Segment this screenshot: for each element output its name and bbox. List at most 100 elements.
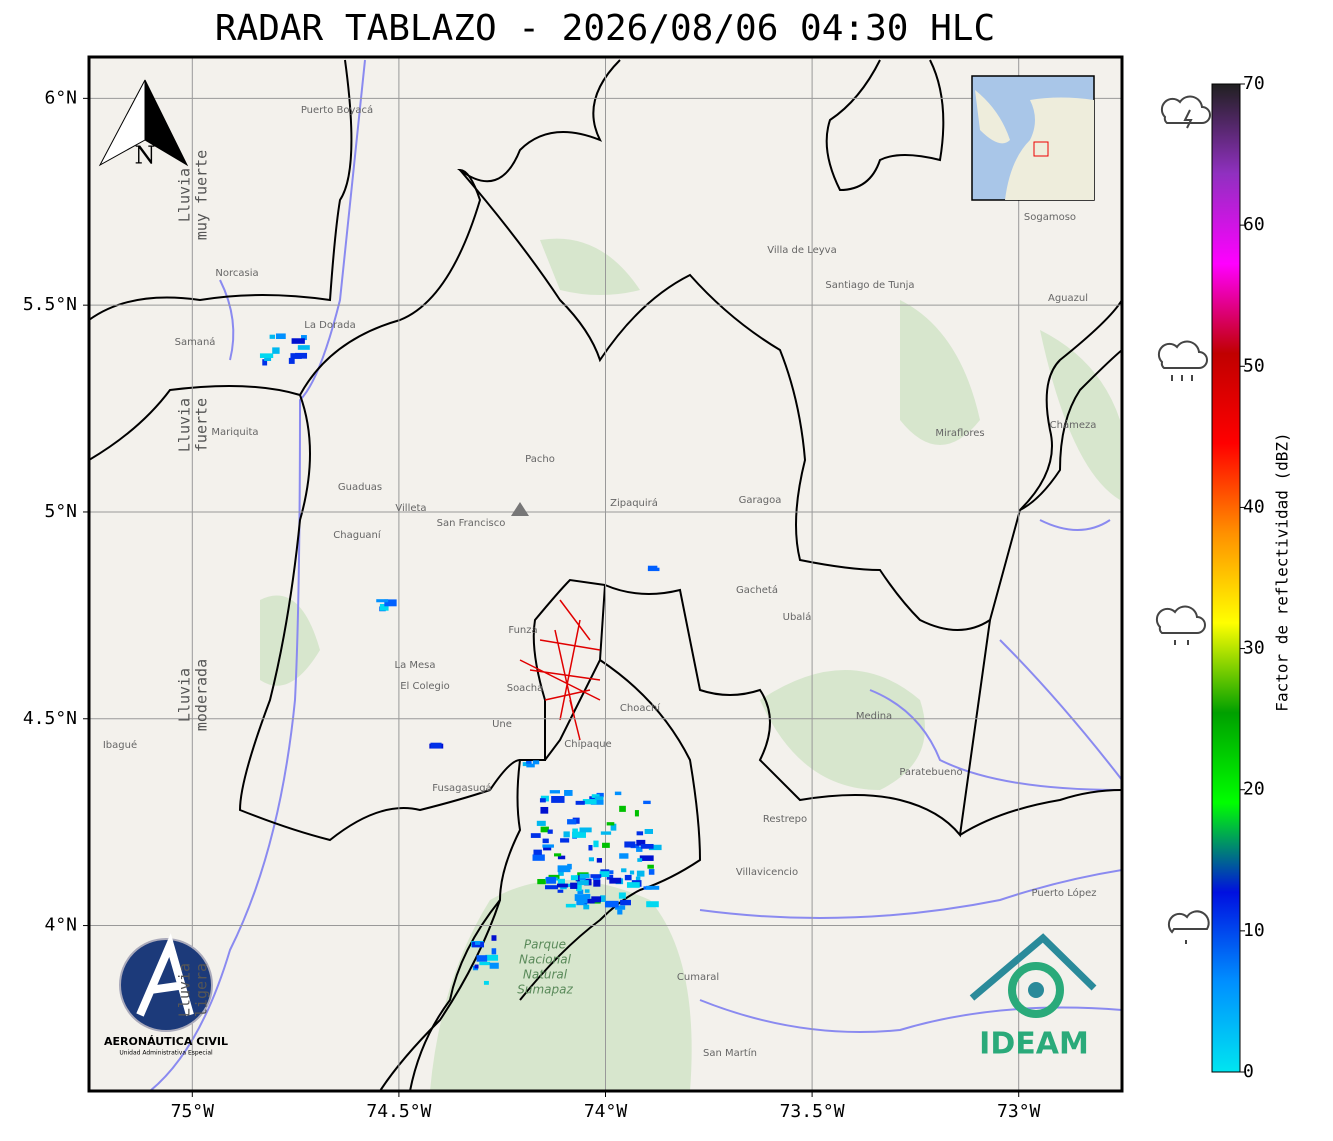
echo-cell (599, 871, 610, 877)
echo-cell (591, 794, 600, 798)
echo-cell (572, 831, 586, 838)
echo-cell (379, 603, 389, 611)
place-label: Funza (508, 625, 537, 636)
ideam-logo: IDEAM (969, 933, 1097, 1062)
echo-cell (563, 831, 570, 838)
place-label: Une (492, 719, 512, 730)
place-label: Zipaquirá (610, 497, 658, 509)
echo-cell (557, 878, 565, 886)
echo-cell (583, 904, 590, 910)
place-label: Samaná (175, 336, 216, 348)
echo-cell (648, 869, 655, 875)
echo-cell (539, 798, 546, 803)
compass-label: N (135, 142, 156, 170)
echo-cell (619, 805, 626, 812)
map-title: RADAR TABLAZO - 2026/08/06 04:30 HLC (215, 8, 995, 49)
echo-cell (643, 800, 651, 805)
echo-cell (576, 880, 589, 886)
logo-text: IDEAM (979, 1027, 1089, 1062)
echo-cell (570, 875, 579, 881)
place-label: Ibagué (103, 739, 137, 751)
colorbar-label: Factor de reflectividad (dBZ) (1273, 432, 1292, 711)
inset-map (971, 75, 1095, 201)
x-tick-label: 74.5°W (366, 1101, 431, 1122)
echo-cell (551, 796, 565, 803)
echo-cell (530, 833, 541, 838)
echo-cell (606, 822, 615, 826)
colorbar-tick-label: 20 (1243, 779, 1265, 800)
place-label: La Mesa (395, 660, 436, 671)
echo-cell (557, 889, 564, 893)
echo-cell (491, 948, 497, 955)
echo-cell (629, 870, 635, 875)
place-label: Cumaral (677, 972, 719, 983)
place-label: San Martín (703, 1047, 757, 1059)
rain-level-label: Lluvia (176, 398, 194, 452)
colorbar-tick-label: 40 (1243, 496, 1265, 517)
place-label: Puerto Boyacá (301, 104, 373, 116)
echo-cell (602, 842, 610, 848)
echo-cell (269, 334, 275, 339)
echo-cell (624, 874, 632, 881)
place-label: San Francisco (437, 518, 506, 529)
echo-cell (596, 792, 604, 798)
echo-cell (557, 865, 571, 873)
radar-echoes (259, 333, 662, 985)
echo-cell (577, 889, 584, 895)
echo-cell (635, 876, 641, 882)
place-label: Ubalá (783, 611, 812, 623)
rain-level-label: Lluvia (176, 668, 194, 722)
colorbar-tick-label: 50 (1243, 355, 1265, 376)
echo-cell (275, 333, 286, 340)
place-label: Miraflores (935, 428, 984, 439)
echo-cell (574, 894, 588, 901)
echo-cell (560, 838, 570, 843)
echo-cell (546, 876, 556, 884)
place-label: Santiago de Tunja (825, 280, 914, 291)
echo-cell (644, 828, 654, 834)
place-label: Paratebueno (899, 767, 962, 778)
echo-cell (600, 895, 606, 902)
rivers (149, 59, 1122, 1091)
echo-cell (264, 355, 272, 362)
rain-level-label: Lluvia (176, 963, 194, 1017)
echo-cell (533, 849, 542, 855)
echo-cell (288, 357, 295, 364)
echo-cell (637, 858, 643, 862)
place-label: Medina (856, 711, 892, 722)
echo-cell (591, 896, 602, 903)
echo-cell (567, 819, 577, 825)
echo-cell (483, 980, 489, 985)
echo-cell (537, 878, 546, 885)
echo-cell (636, 831, 644, 836)
echo-cell (621, 868, 627, 873)
echo-cell (564, 883, 575, 888)
echo-cell (589, 796, 597, 802)
place-label: La Dorada (304, 320, 355, 331)
echo-cell (618, 892, 626, 899)
y-tick-label: 6°N (44, 87, 77, 108)
echo-cell (600, 869, 610, 873)
bogota-roads (519, 599, 601, 741)
echo-cell (376, 599, 389, 603)
echo-cell (585, 893, 591, 899)
echo-cell (564, 790, 573, 796)
place-label: Mariquita (211, 427, 258, 438)
echo-cell (609, 870, 614, 875)
echo-cell (579, 873, 590, 879)
echo-cell (479, 961, 491, 966)
colorbar-tick-label: 0 (1243, 1061, 1254, 1082)
rain-level-label: moderada (193, 659, 211, 731)
place-label: Guaduas (338, 482, 382, 493)
echo-cell (549, 790, 560, 794)
place-label: El Colegio (400, 681, 450, 692)
echo-cell (614, 791, 622, 796)
echo-cell (532, 854, 545, 861)
echo-cell (475, 941, 481, 945)
place-label: Pacho (525, 454, 555, 465)
echo-cell (259, 353, 274, 358)
echo-cell (567, 863, 572, 870)
echo-cell (570, 882, 578, 889)
echo-cell (619, 853, 629, 859)
boundaries (89, 59, 1122, 1091)
